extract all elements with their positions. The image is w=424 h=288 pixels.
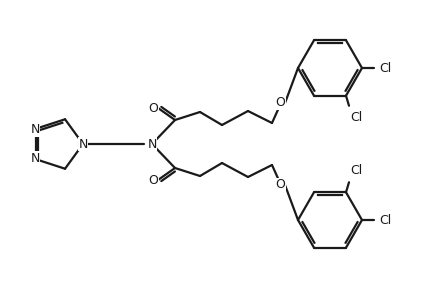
Text: Cl: Cl xyxy=(379,213,391,226)
Text: O: O xyxy=(275,96,285,109)
Text: Cl: Cl xyxy=(379,62,391,75)
Text: N: N xyxy=(30,152,40,165)
Text: N: N xyxy=(147,137,157,151)
Text: O: O xyxy=(275,179,285,192)
Text: Cl: Cl xyxy=(350,111,362,124)
Text: Cl: Cl xyxy=(350,164,362,177)
Text: O: O xyxy=(148,101,158,115)
Text: O: O xyxy=(148,173,158,187)
Text: N: N xyxy=(30,123,40,136)
Text: N: N xyxy=(78,137,88,151)
